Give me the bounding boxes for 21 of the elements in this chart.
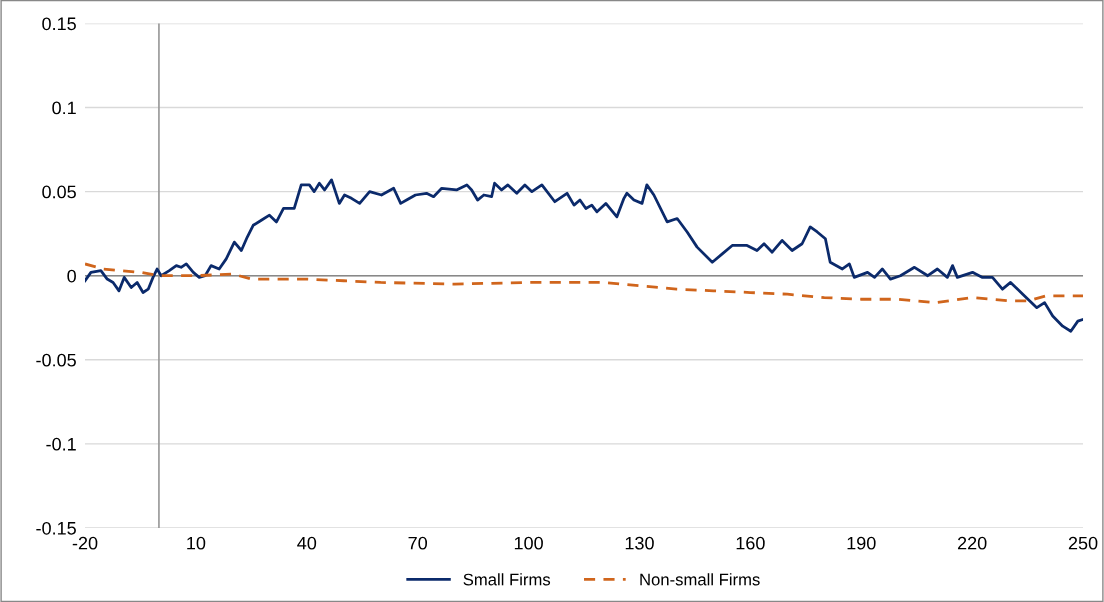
line-series: [85, 262, 1084, 305]
x-tick-label: 250: [1068, 536, 1098, 550]
y-tick-label: 0.1: [52, 101, 76, 115]
x-tick-label: 70: [408, 536, 428, 550]
y-tick-label: 0.15: [42, 17, 76, 31]
y-tick-label: 0.05: [42, 185, 76, 199]
x-tick-label: 40: [297, 536, 317, 550]
x-tick-label: -20: [72, 536, 98, 550]
y-tick-label: 0: [67, 269, 76, 283]
legend-label: Non-small Firms: [640, 573, 760, 586]
line-series: [85, 178, 1084, 333]
y-tick-label: -0.15: [36, 521, 76, 535]
y-tick-label: -0.05: [36, 353, 76, 367]
x-tick-label: 190: [847, 536, 876, 550]
legend-label: Small Firms: [463, 573, 551, 586]
x-tick-label: 160: [736, 536, 765, 550]
x-tick-label: 130: [625, 536, 654, 550]
y-tick-label: -0.1: [46, 437, 76, 451]
x-tick-label: 220: [957, 536, 987, 550]
x-tick-label: 100: [514, 536, 543, 550]
x-tick-label: 10: [187, 536, 206, 550]
